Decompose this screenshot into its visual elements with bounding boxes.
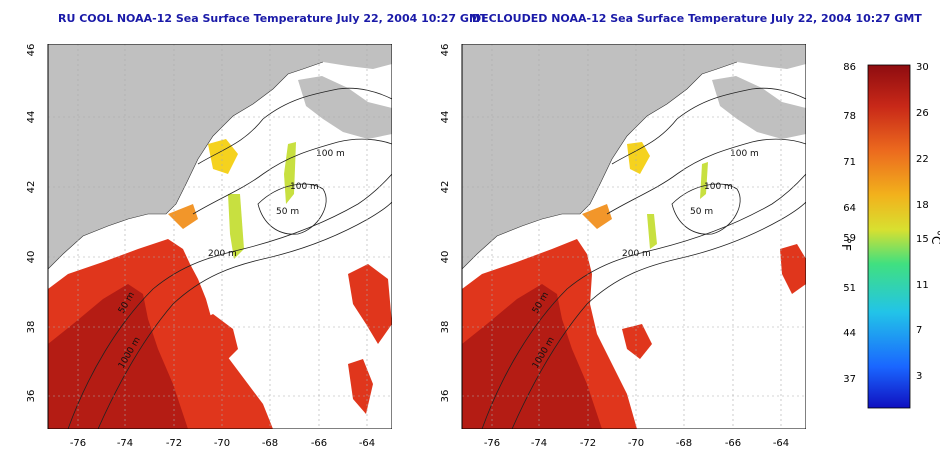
y-tick-label: 44 — [440, 111, 451, 124]
sst-cool-strip-2 — [647, 214, 657, 249]
contour-label: 100 m — [730, 149, 759, 159]
x-tick-label: -74 — [117, 438, 133, 449]
map-panel-declouded: 100 m 100 m 50 m 200 m 50 m 1000 m — [456, 43, 807, 430]
celsius-tick: 30 — [916, 62, 929, 73]
land-nova-scotia — [712, 76, 806, 139]
sst-cool-strip-1 — [627, 142, 650, 174]
y-tick-label: 40 — [26, 251, 37, 264]
contour-200m — [67, 173, 393, 430]
grid-lines — [48, 44, 392, 429]
sst-offshore-patch — [193, 314, 238, 364]
coastline — [461, 61, 738, 270]
celsius-tick: 15 — [916, 234, 929, 245]
contour-1000m — [511, 201, 807, 430]
x-tick-label: -66 — [311, 438, 327, 449]
sst-east-patch — [348, 264, 392, 344]
celsius-axis-label: °C — [929, 230, 940, 244]
land-mass — [48, 44, 392, 269]
celsius-tick: 11 — [916, 280, 929, 291]
contour-label: 200 m — [622, 249, 651, 259]
contour-label: 200 m — [208, 249, 237, 259]
x-tick-label: -70 — [628, 438, 644, 449]
colorbar-gradient — [867, 64, 911, 409]
y-tick-label: 44 — [26, 111, 37, 124]
sst-cool-strip-3 — [700, 162, 708, 199]
y-tick-label: 42 — [26, 181, 37, 194]
fahrenheit-tick: 78 — [843, 111, 856, 122]
x-tick-label: -70 — [214, 438, 230, 449]
x-tick-label: -68 — [676, 438, 692, 449]
grid-lines — [462, 44, 806, 429]
sst-cool-strip-2 — [228, 194, 244, 259]
fahrenheit-axis-label: °F — [839, 238, 853, 251]
contour-50m — [197, 87, 393, 165]
x-tick-label: -64 — [773, 438, 789, 449]
x-tick-label: -76 — [70, 438, 86, 449]
celsius-tick: 18 — [916, 200, 929, 211]
x-tick-label: -74 — [531, 438, 547, 449]
celsius-tick: 7 — [916, 325, 922, 336]
contour-200m — [481, 173, 807, 430]
fahrenheit-tick: 59 — [843, 233, 856, 244]
y-tick-label: 46 — [26, 44, 37, 57]
contour-100m — [606, 138, 807, 215]
fahrenheit-tick: 37 — [843, 374, 856, 385]
celsius-tick: 3 — [916, 371, 922, 382]
fahrenheit-tick: 64 — [843, 203, 856, 214]
fahrenheit-tick: 71 — [843, 157, 856, 168]
sst-east-patch — [780, 244, 806, 294]
y-tick-label: 40 — [440, 251, 451, 264]
colorbar: 86 78 71 64 59 51 44 37 30 26 22 18 15 1… — [839, 62, 940, 409]
y-tick-label: 46 — [440, 44, 451, 57]
contour-label: 50 m — [690, 207, 713, 217]
contour-georges — [257, 183, 327, 235]
y-tick-label: 42 — [440, 181, 451, 194]
y-tick-label: 36 — [440, 390, 451, 403]
celsius-tick: 22 — [916, 154, 929, 165]
panel-title-declouded: DECLOUDED NOAA-12 Sea Surface Temperatur… — [472, 12, 922, 25]
sst-mid-shelf — [582, 204, 612, 229]
x-tick-label: -68 — [262, 438, 278, 449]
x-tick-label: -66 — [725, 438, 741, 449]
x-tick-label: -72 — [166, 438, 182, 449]
contour-georges — [671, 183, 741, 235]
x-tick-label: -76 — [484, 438, 500, 449]
land-nova-scotia — [298, 76, 392, 139]
land-mass — [462, 44, 806, 269]
contour-50m — [611, 87, 807, 165]
sst-offshore-patch — [622, 324, 652, 359]
fahrenheit-tick: 51 — [843, 283, 856, 294]
contour-100m — [192, 138, 393, 215]
contour-1000m — [97, 201, 393, 430]
y-tick-label: 38 — [26, 321, 37, 334]
x-tick-label: -64 — [359, 438, 375, 449]
y-tick-label: 36 — [26, 390, 37, 403]
fahrenheit-tick: 86 — [843, 62, 856, 73]
fahrenheit-tick: 44 — [843, 328, 856, 339]
contour-label: 50 m — [276, 207, 299, 217]
sst-mid-shelf — [168, 204, 198, 229]
panel-title-raw: RU COOL NOAA-12 Sea Surface Temperature … — [58, 12, 488, 25]
sst-cool-strip-3 — [284, 142, 296, 204]
x-tick-label: -72 — [580, 438, 596, 449]
celsius-tick: 26 — [916, 108, 929, 119]
contour-label: 100 m — [316, 149, 345, 159]
y-tick-label: 38 — [440, 321, 451, 334]
sst-cool-strip-1 — [208, 139, 238, 174]
coastline — [47, 61, 324, 270]
map-panel-raw: 100 m 100 m 50 m 200 m 50 m 1000 m — [42, 43, 393, 430]
